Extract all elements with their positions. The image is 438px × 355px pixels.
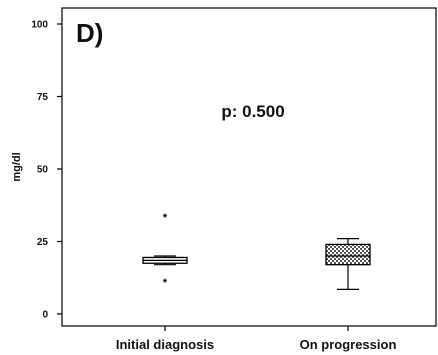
y-tick-label: 0 [42, 310, 48, 321]
y-axis: 0 25 50 75 100 [31, 20, 62, 321]
boxes-layer: ** [142, 212, 371, 290]
x-axis: Initial diagnosis On progression [116, 326, 397, 352]
y-axis-label: mg/dl [11, 152, 23, 181]
p-value-annotation: p: 0.500 [221, 102, 284, 121]
x-tick-label: On progression [300, 337, 397, 352]
box-iqr [325, 243, 371, 266]
y-tick-label: 25 [37, 237, 49, 248]
y-tick-label: 75 [37, 92, 49, 103]
plot-frame [61, 7, 437, 327]
panel-label: D) [76, 18, 103, 48]
x-tick-label: Initial diagnosis [116, 337, 214, 352]
y-tick-label: 50 [37, 165, 49, 176]
outlier-point: * [163, 212, 168, 224]
outlier-point: * [163, 277, 168, 289]
y-tick-label: 100 [31, 20, 48, 31]
